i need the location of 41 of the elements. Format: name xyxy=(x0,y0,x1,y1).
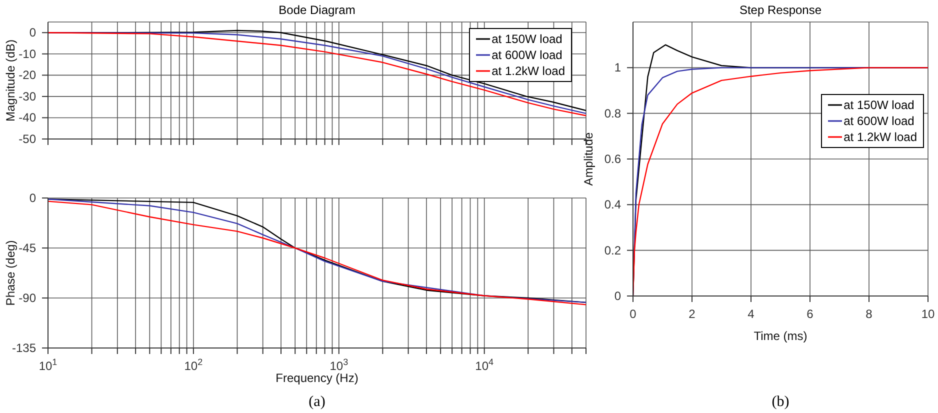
y-tick-label: -30 xyxy=(18,89,36,104)
chart-title: Bode Diagram xyxy=(278,3,356,17)
y-tick-label: -40 xyxy=(18,110,36,125)
y-tick-label: -10 xyxy=(18,46,36,61)
x-axis-title: Frequency (Hz) xyxy=(276,371,358,385)
x-tick-label: 10$^{4}$ xyxy=(475,357,494,373)
y-tick-label: -45 xyxy=(18,241,36,255)
y-tick-label: 0 xyxy=(614,289,622,303)
x-tick-label: 6 xyxy=(806,307,814,321)
x-tick-label: 8 xyxy=(866,307,873,321)
y-tick-label: -50 xyxy=(18,132,36,146)
y-tick-label: 1 xyxy=(614,60,622,75)
y-axis-title: Amplitude xyxy=(581,132,596,186)
x-tick-label: 10 xyxy=(921,307,935,321)
x-tick-label: 0 xyxy=(630,307,637,321)
y-axis-title: Magnitude (dB) xyxy=(3,39,18,122)
legend-label: at 1.2kW load xyxy=(844,129,917,146)
x-tick-label: 4 xyxy=(748,307,755,321)
x-tick-label: 10$^{2}$ xyxy=(184,357,203,373)
text: (b) xyxy=(770,394,790,411)
x-tick-label: 2 xyxy=(688,307,696,321)
y-tick-label: -20 xyxy=(18,68,36,82)
y-tick-label: 0 xyxy=(29,191,36,205)
y-axis-title: Phase (deg) xyxy=(3,240,18,306)
x-tick-label: 10$^{3}$ xyxy=(330,357,348,373)
legend-label: at 600W load xyxy=(844,113,914,130)
y-tick-label: -135 xyxy=(12,341,36,355)
y-tick-label: -90 xyxy=(18,291,36,305)
y-tick-label: 0.4 xyxy=(604,198,622,212)
x-axis-title: Time (ms) xyxy=(754,329,808,343)
legend-label: at 150W load xyxy=(492,31,562,47)
y-tick-label: 0.2 xyxy=(604,243,622,258)
chart-title: Step Response xyxy=(738,3,823,17)
text: (a) xyxy=(308,394,326,411)
x-tick-label: 10$^{1}$ xyxy=(38,357,58,373)
y-tick-label: 0.6 xyxy=(604,152,622,166)
legend-label: at 600W load xyxy=(492,47,562,63)
legend-label: at 1.2kW load xyxy=(492,63,565,79)
y-tick-label: 0 xyxy=(29,26,36,40)
legend-label: at 150W load xyxy=(844,97,914,114)
y-tick-label: 0.8 xyxy=(604,106,622,120)
